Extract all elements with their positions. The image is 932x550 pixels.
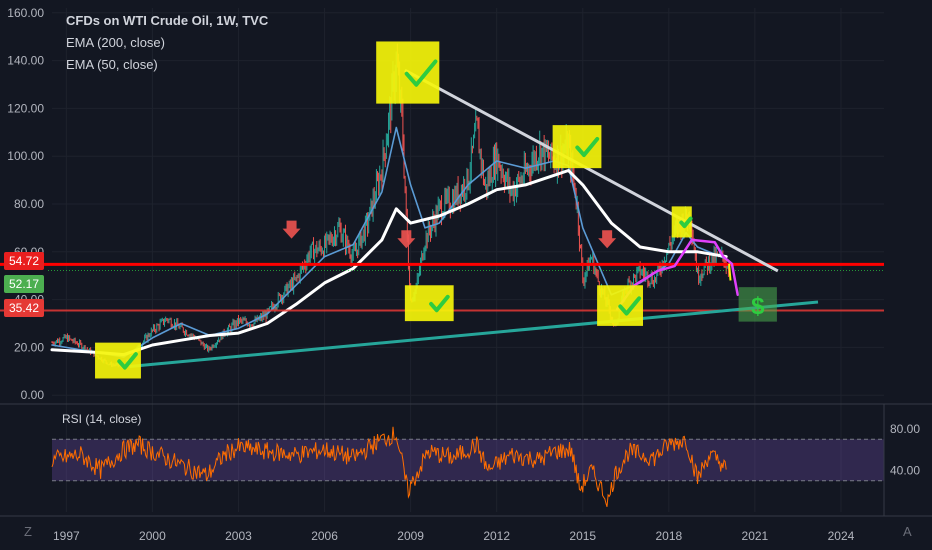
chart-drawings: $: [0, 41, 884, 379]
price-tag-current: 52.17: [4, 275, 44, 293]
check-icon: [117, 352, 138, 370]
ema200-line: [50, 169, 728, 357]
time-tick-label: 2021: [742, 529, 769, 543]
rsi-line: [51, 426, 727, 507]
projection-marker: [728, 263, 732, 281]
rsi-tick-label: 40.00: [890, 463, 920, 477]
time-tick-label: 2009: [397, 529, 424, 543]
rsi-legend: RSI (14, close): [62, 412, 142, 426]
check-icon: [679, 216, 693, 229]
check-icon: [404, 59, 438, 87]
rsi-tick-label: 80.00: [890, 422, 920, 436]
price-tick-label: 80.00: [14, 197, 44, 211]
projection-line: [615, 238, 739, 311]
price-tick-label: 100.00: [7, 149, 44, 163]
time-tick-label: 2024: [828, 529, 855, 543]
left-corner-label[interactable]: Z: [24, 524, 32, 539]
dollar-icon: $: [751, 293, 765, 320]
time-tick-label: 2000: [139, 529, 166, 543]
rsi-band-fill: [52, 439, 884, 481]
legend-ema50: EMA (50, close): [66, 57, 158, 72]
time-tick-label: 2018: [655, 529, 682, 543]
down-arrow-icon: [598, 230, 617, 249]
price-tick-label: 120.00: [7, 101, 44, 115]
check-icon: [618, 296, 642, 316]
check-icon: [575, 136, 600, 158]
time-tick-label: 1997: [53, 529, 80, 543]
target-box: [738, 287, 777, 322]
price-tick-label: 0.00: [21, 388, 45, 402]
descending-trendline: [404, 68, 779, 273]
ascending-trendline: [129, 300, 819, 369]
legend-title: CFDs on WTI Crude Oil, 1W, TVC: [66, 13, 269, 28]
price-tick-label: 20.00: [14, 340, 44, 354]
down-arrow-icon: [397, 230, 416, 249]
price-tick-label: 140.00: [7, 54, 44, 68]
price-tag-support: 35.42: [4, 299, 44, 317]
legend-ema200: EMA (200, close): [66, 35, 165, 50]
auto-scale-button[interactable]: A: [903, 524, 912, 539]
price-tick-label: 160.00: [7, 6, 44, 20]
time-tick-label: 2012: [483, 529, 510, 543]
rsi-band: [52, 438, 884, 482]
check-icon: [429, 294, 450, 313]
time-tick-label: 2003: [225, 529, 252, 543]
chart-legend: CFDs on WTI Crude Oil, 1W, TVC EMA (200,…: [66, 10, 268, 76]
price-tag-resistance: 54.72: [4, 252, 44, 270]
time-tick-label: 2015: [569, 529, 596, 543]
time-tick-label: 2006: [311, 529, 338, 543]
down-arrow-icon: [282, 220, 301, 239]
